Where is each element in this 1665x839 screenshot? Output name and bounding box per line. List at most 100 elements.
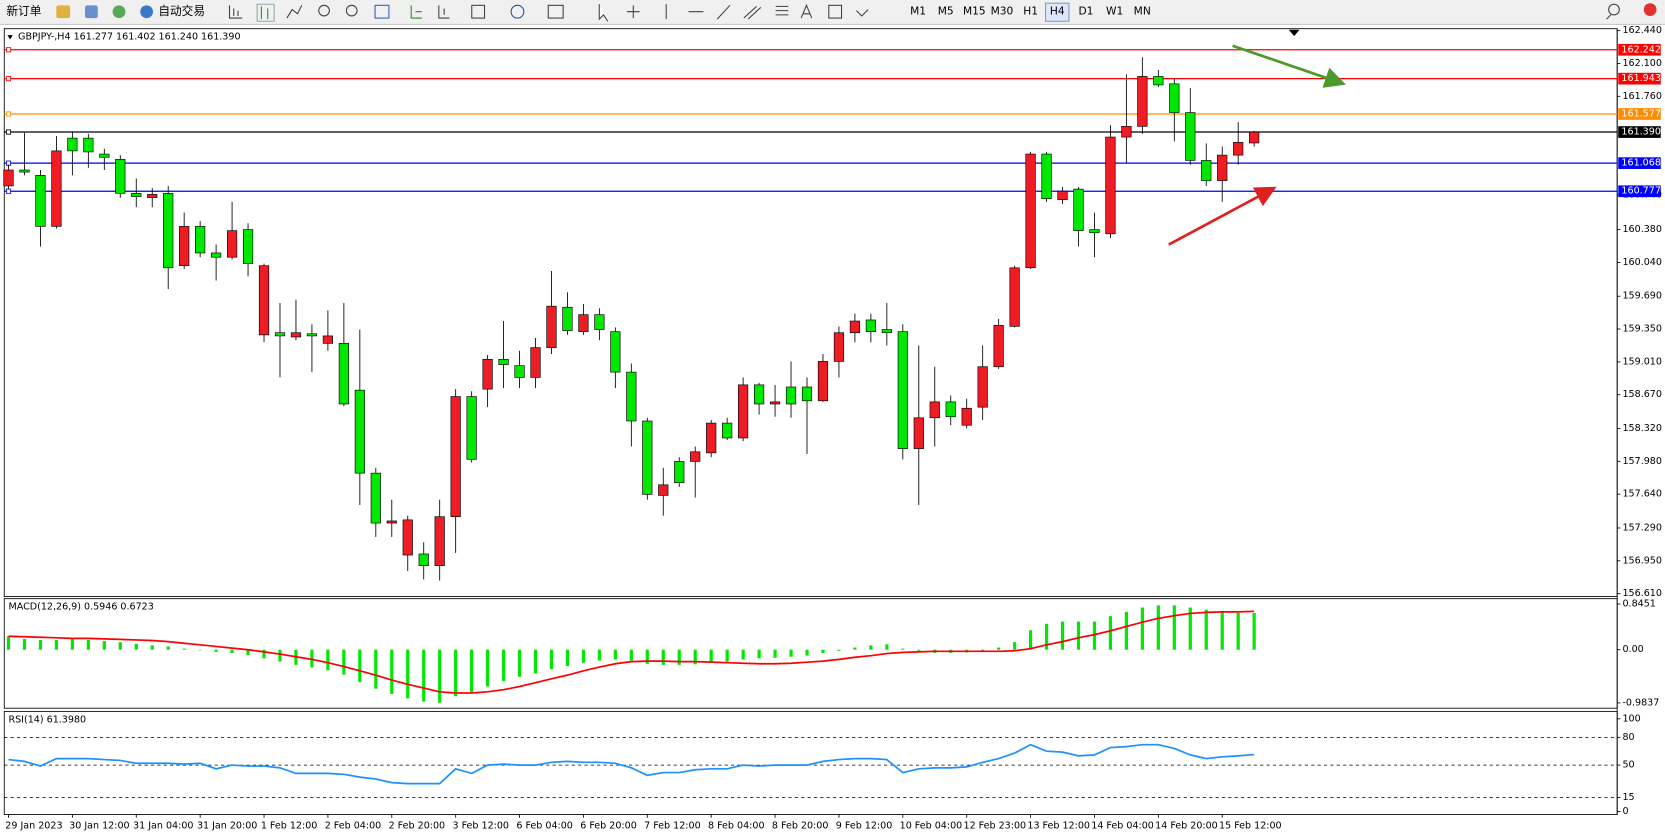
histogram-bar — [1028, 630, 1033, 650]
histogram-bar — [613, 649, 617, 660]
icon[interactable] — [547, 4, 564, 19]
icon[interactable] — [828, 4, 843, 19]
candle-body — [418, 553, 429, 566]
histogram-bar — [1188, 607, 1192, 650]
histogram-bar — [901, 648, 905, 650]
timeframe-label[interactable]: M5 — [938, 5, 954, 18]
x-tick-label: 2 Feb 04:00 — [325, 821, 382, 832]
timeframe-label[interactable]: H4 — [1050, 5, 1065, 18]
candle-body — [147, 194, 158, 198]
histogram-bar — [38, 639, 43, 650]
timeframe-button[interactable] — [1045, 2, 1070, 22]
timeframe-label[interactable]: M1 — [910, 5, 926, 18]
y-tick-label: 157.640 — [1622, 489, 1661, 500]
icon[interactable] — [438, 5, 450, 19]
histogram-bar — [837, 649, 841, 651]
icon[interactable] — [775, 5, 789, 16]
histogram-bar — [997, 647, 1001, 650]
y-tick-label: 156.950 — [1622, 555, 1661, 566]
candle-body — [1137, 76, 1148, 127]
icon[interactable] — [626, 5, 640, 19]
histogram-bar — [1204, 609, 1208, 650]
x-tick-label: 31 Jan 20:00 — [197, 821, 257, 832]
price-label: 161.577 — [1621, 108, 1660, 119]
icon[interactable] — [374, 4, 390, 19]
candle-body — [67, 137, 78, 152]
icon[interactable] — [286, 5, 303, 19]
histogram-bar — [374, 649, 378, 689]
candle-body — [594, 314, 605, 330]
histogram-bar — [326, 649, 330, 671]
histogram-bar — [118, 642, 122, 650]
icon[interactable] — [410, 5, 422, 19]
candle-body — [658, 484, 669, 496]
candle-body — [322, 335, 334, 344]
icon[interactable] — [510, 4, 525, 19]
y-tick-label: 160.040 — [1622, 257, 1661, 268]
icon[interactable] — [256, 3, 275, 22]
icon[interactable] — [228, 5, 243, 19]
icon[interactable] — [345, 4, 358, 17]
histogram-bar — [1156, 605, 1160, 650]
icon[interactable] — [743, 5, 762, 20]
candle-body — [163, 193, 174, 269]
histogram-bar — [565, 649, 570, 666]
candle-body — [530, 347, 541, 378]
icon[interactable] — [140, 5, 154, 19]
symbol-menu-marker — [7, 35, 13, 40]
icon[interactable] — [800, 3, 813, 19]
y-tick-label: 159.350 — [1622, 324, 1661, 335]
histogram-bar — [422, 649, 426, 702]
timeframe-label[interactable]: M30 — [991, 5, 1014, 18]
histogram-bar — [54, 639, 59, 650]
x-tick-label: 29 Jan 2023 — [5, 821, 62, 832]
histogram-bar — [517, 649, 522, 677]
icon[interactable] — [260, 6, 269, 20]
candle-body — [354, 389, 365, 474]
line-handle — [5, 111, 12, 117]
auto-trading-button[interactable]: 自动交易 — [158, 4, 205, 18]
notification-badge[interactable] — [1643, 3, 1657, 16]
candle-body — [690, 451, 701, 462]
histogram-bar — [1252, 612, 1256, 650]
trend-arrow — [1232, 44, 1346, 88]
x-tick-label: 8 Feb 04:00 — [708, 821, 765, 832]
icon[interactable] — [112, 5, 126, 19]
histogram-bar — [725, 649, 729, 662]
y-tick-label: 158.670 — [1622, 389, 1661, 400]
icon[interactable] — [56, 5, 71, 19]
timeframe-label[interactable]: D1 — [1078, 5, 1093, 18]
icon[interactable] — [665, 4, 731, 20]
candle-body — [195, 226, 206, 254]
icon[interactable] — [856, 9, 869, 17]
histogram-bar — [486, 649, 490, 687]
timeframe-label[interactable]: MN — [1134, 5, 1151, 18]
y-tick-label: 0.00 — [1622, 644, 1643, 655]
histogram-bar — [581, 649, 586, 663]
timeframe-bar: M1 M5 M15 M30 H1 H4 D1 W1 MN — [910, 2, 1151, 22]
timeframe-label[interactable]: W1 — [1106, 5, 1123, 18]
new-order-button[interactable]: 新订单 — [6, 4, 41, 18]
x-tick-label: 14 Feb 20:00 — [1155, 821, 1218, 832]
y-tick-label: 162.100 — [1622, 58, 1661, 69]
histogram-bar — [821, 649, 825, 653]
timeframe-label[interactable]: M15 — [963, 5, 986, 18]
price-label-bg — [1618, 72, 1661, 85]
candle-body — [849, 320, 861, 334]
search-icon[interactable] — [1606, 3, 1620, 20]
timeframe-label[interactable]: H1 — [1023, 5, 1038, 18]
histogram-bar — [789, 649, 793, 657]
icon[interactable] — [318, 4, 330, 17]
icon[interactable] — [471, 4, 486, 19]
candle-body — [769, 401, 781, 405]
line-handle — [5, 160, 12, 166]
x-tick-label: 10 Feb 04:00 — [900, 821, 963, 832]
toolbar: 新订单 自动交易 M1 M5 M15 M30 H1 H4 D1 W1 MN — [0, 0, 1665, 25]
y-tick-label: 157.980 — [1622, 456, 1661, 467]
candle-body — [785, 386, 797, 405]
icon[interactable] — [85, 5, 98, 19]
toolbar-bg — [0, 0, 1665, 25]
histogram-bar — [1140, 607, 1144, 650]
histogram-bar — [597, 649, 601, 661]
